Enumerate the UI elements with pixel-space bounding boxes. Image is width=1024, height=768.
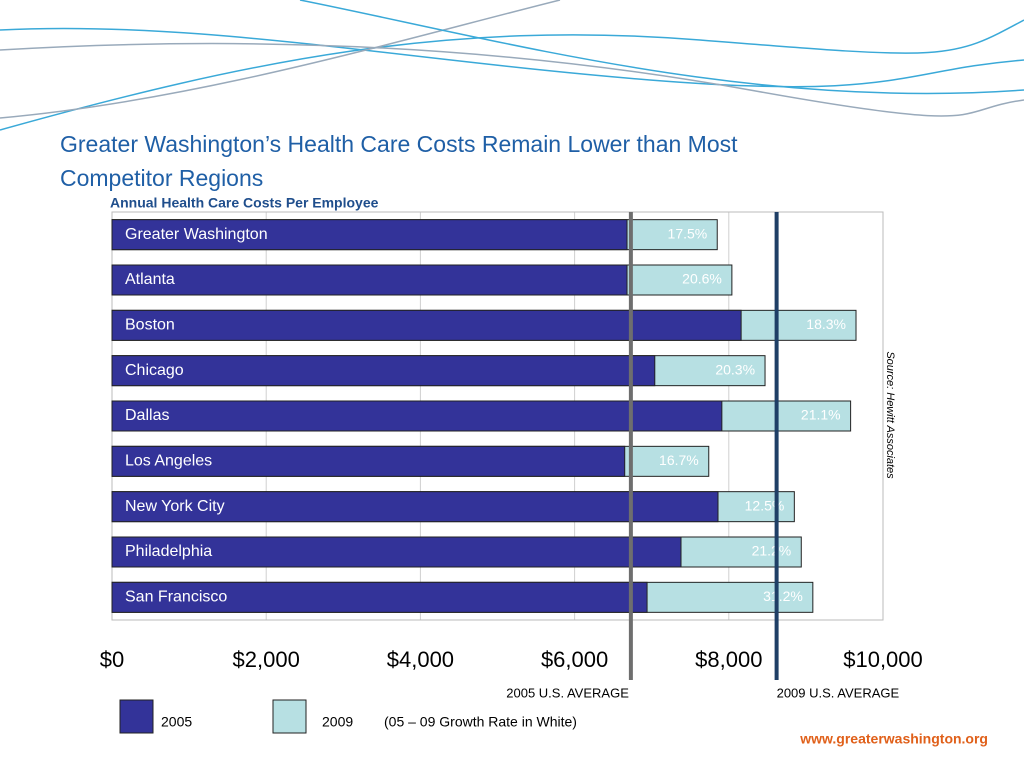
- x-tick-label: $4,000: [387, 647, 454, 672]
- legend-label: 2009: [322, 714, 353, 730]
- growth-label: 16.7%: [659, 452, 699, 468]
- legend-note: (05 – 09 Growth Rate in White): [384, 714, 577, 730]
- category-label: San Francisco: [125, 589, 227, 606]
- growth-label: 12.5%: [745, 497, 785, 513]
- x-tick-label: $2,000: [233, 647, 300, 672]
- bar: [111, 536, 682, 568]
- source-note: Source: Hewitt Associates: [884, 351, 896, 479]
- category-label: Los Angeles: [125, 453, 212, 470]
- bar: [111, 264, 628, 296]
- chart-title: Greater Washington’s Health Care Costs R…: [60, 131, 738, 191]
- growth-label: 20.3%: [715, 361, 755, 377]
- url: www.greaterwashington.org: [799, 731, 988, 747]
- bar: [111, 445, 626, 477]
- growth-label: 20.6%: [682, 271, 722, 287]
- bar: [111, 219, 628, 251]
- category-label: Boston: [125, 317, 175, 334]
- category-label: Chicago: [125, 362, 184, 379]
- x-tick-label: $10,000: [843, 647, 923, 672]
- reference-label: 2005 U.S. AVERAGE: [506, 685, 629, 700]
- category-label: Dallas: [125, 407, 169, 424]
- wave-decoration: [0, 0, 1024, 131]
- legend-label: 2005: [161, 714, 192, 730]
- growth-label: 21.2%: [752, 543, 792, 559]
- chart-subtitle: Annual Health Care Costs Per Employee: [110, 195, 379, 211]
- bar: [111, 400, 723, 432]
- category-label: Greater Washington: [125, 226, 268, 243]
- growth-label: 17.5%: [668, 225, 708, 241]
- growth-label: 21.1%: [801, 407, 841, 423]
- category-label: Philadelphia: [125, 543, 212, 560]
- category-label: New York City: [125, 498, 225, 515]
- bar: [111, 355, 656, 387]
- growth-label: 18.3%: [806, 316, 846, 332]
- x-tick-label: $8,000: [695, 647, 762, 672]
- category-label: Atlanta: [125, 271, 175, 288]
- x-tick-label: $0: [100, 647, 124, 672]
- legend-swatch: [119, 699, 154, 734]
- legend-swatch: [272, 699, 307, 734]
- growth-label: 31.2%: [763, 588, 803, 604]
- bar: [111, 491, 719, 523]
- x-tick-label: $6,000: [541, 647, 608, 672]
- reference-label: 2009 U.S. AVERAGE: [777, 685, 900, 700]
- bar: [111, 309, 742, 341]
- bar: [111, 581, 648, 613]
